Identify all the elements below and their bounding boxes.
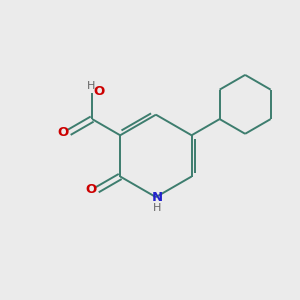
Text: H: H — [86, 81, 95, 91]
Text: O: O — [57, 126, 68, 139]
Text: H: H — [153, 203, 161, 213]
Text: O: O — [93, 85, 104, 98]
Text: N: N — [152, 190, 163, 204]
Text: O: O — [85, 183, 96, 196]
